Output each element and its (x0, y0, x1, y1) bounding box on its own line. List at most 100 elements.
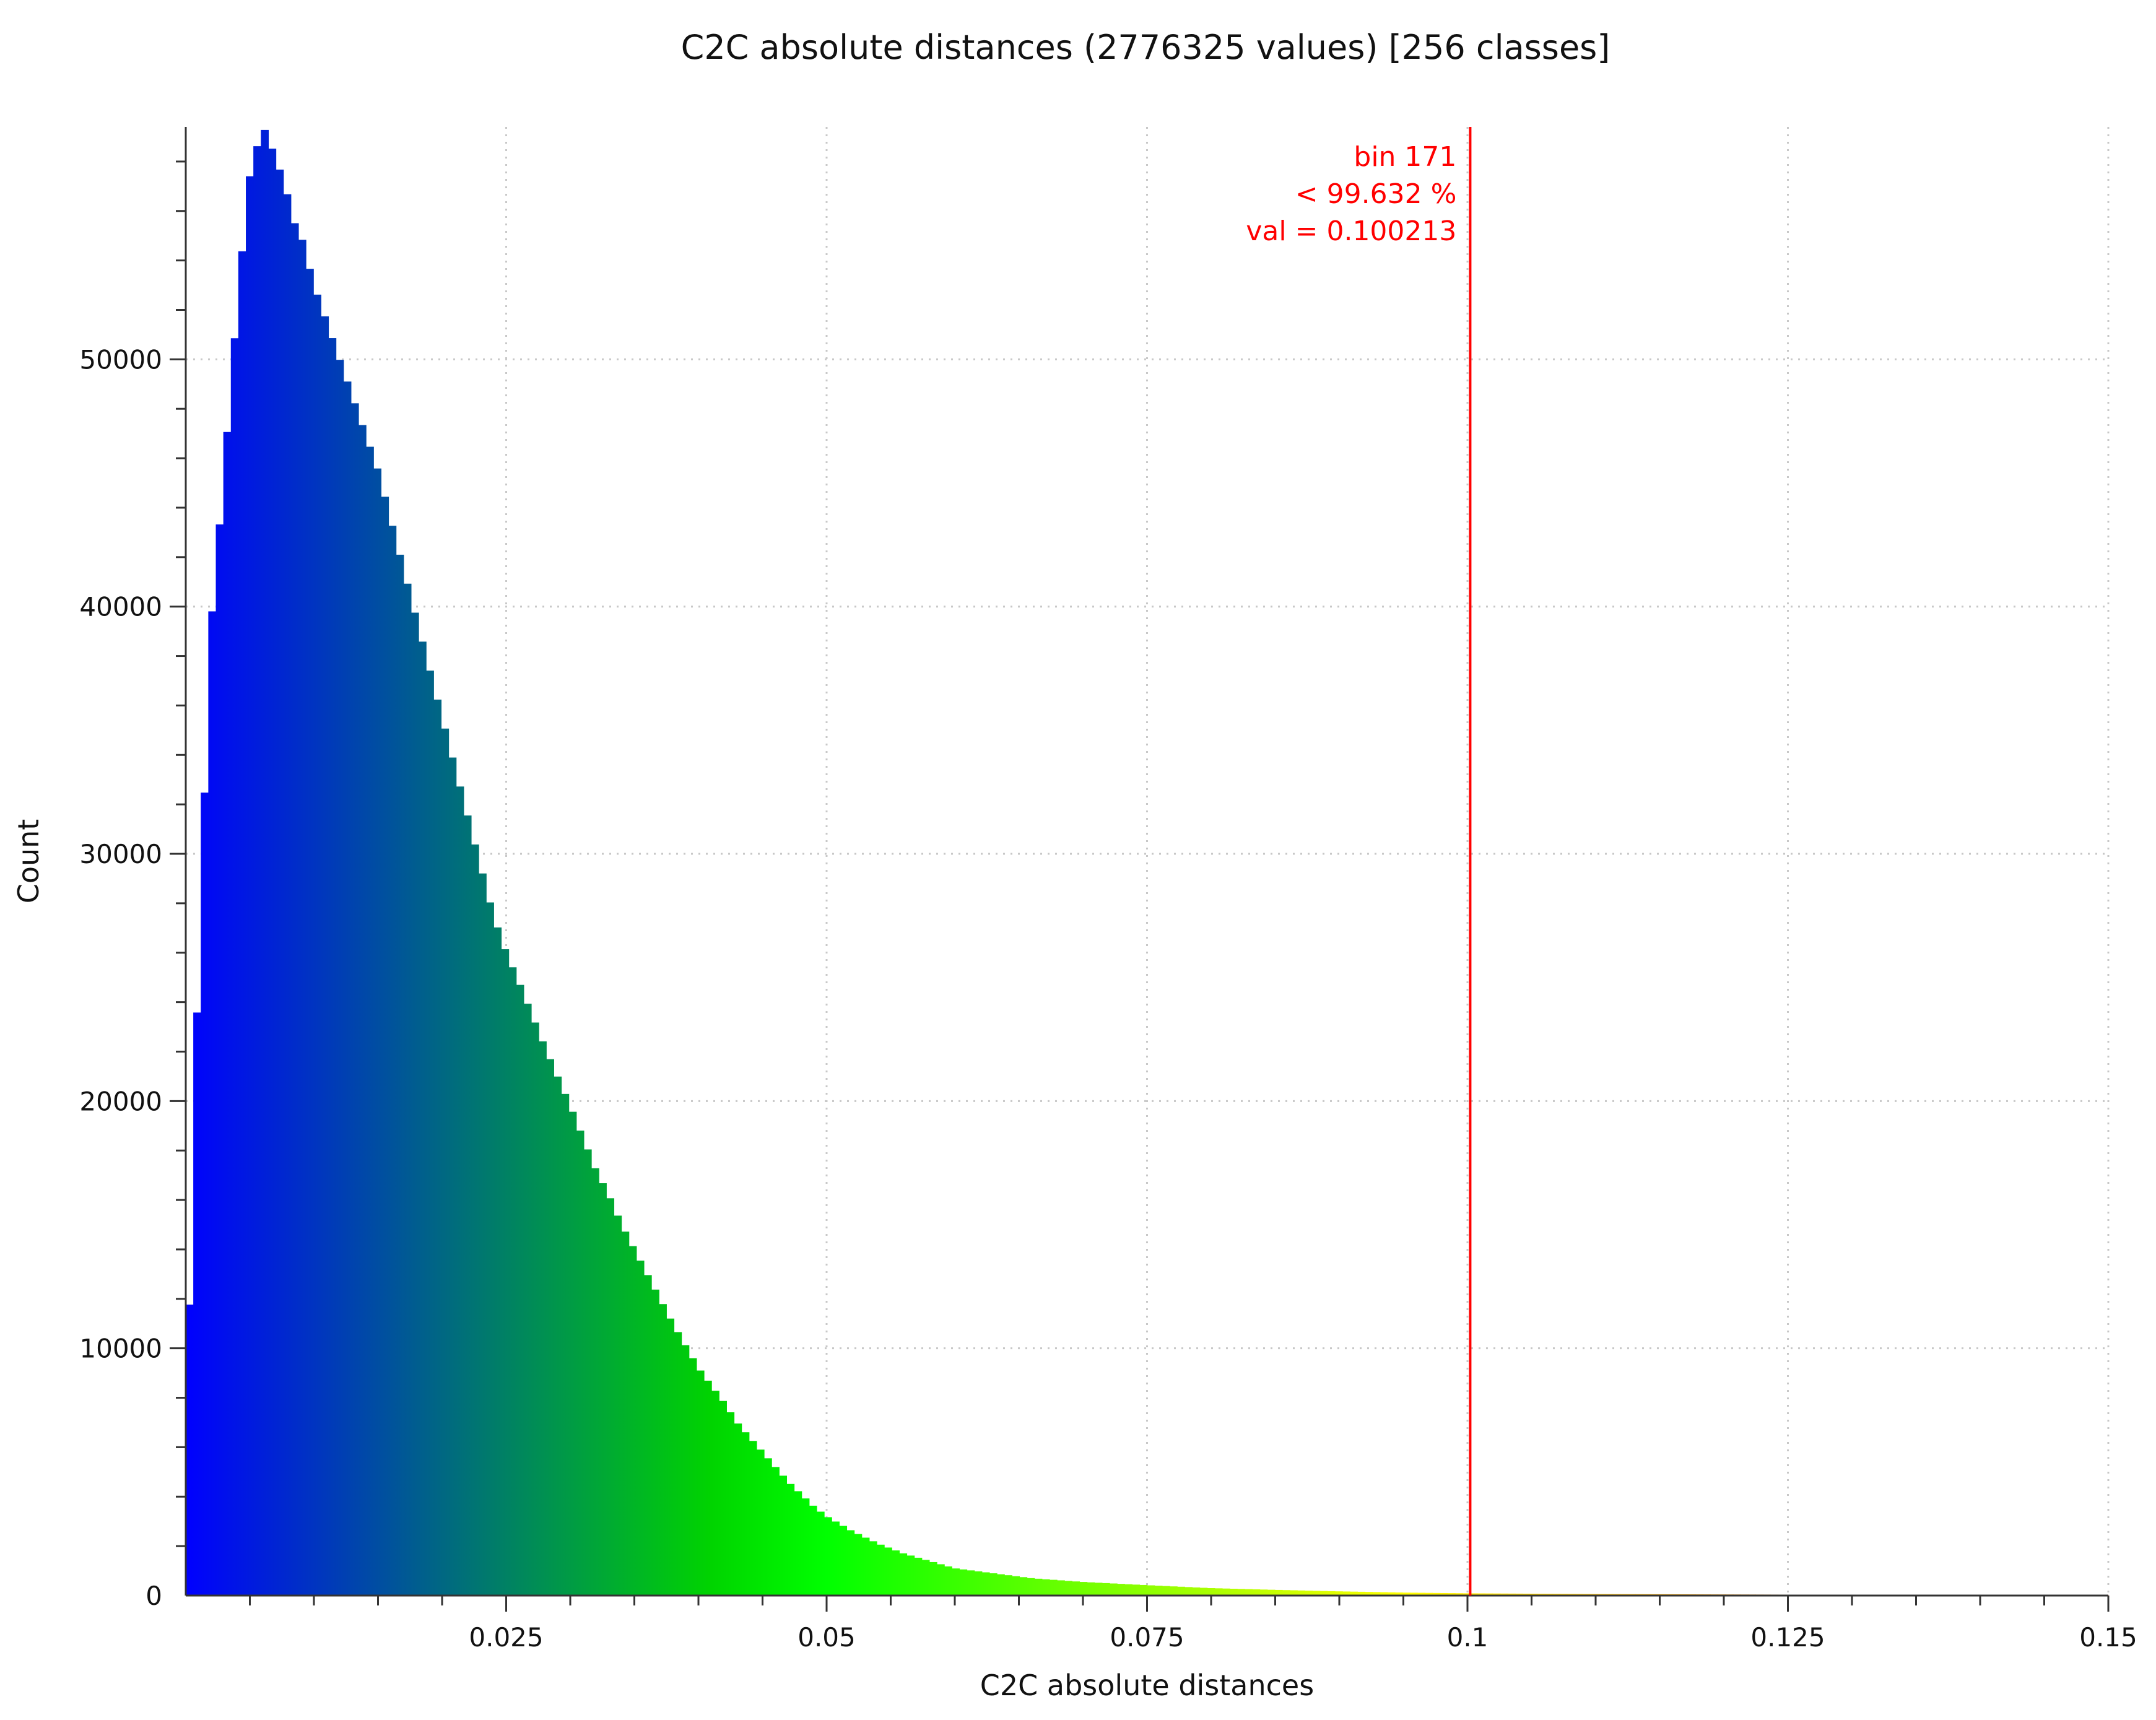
histogram-bar (854, 1534, 863, 1596)
histogram-bar (479, 874, 487, 1596)
histogram-bar (967, 1570, 975, 1596)
histogram-bar (351, 403, 359, 1596)
histogram-bar (846, 1531, 854, 1596)
histogram-bar (554, 1077, 562, 1596)
histogram-bar (794, 1491, 802, 1596)
threshold-label: val = 0.100213 (1246, 215, 1456, 247)
histogram-bar (1019, 1577, 1027, 1596)
histogram-bar (1012, 1576, 1020, 1596)
histogram-bar (869, 1541, 877, 1596)
histogram-bar (298, 240, 306, 1596)
histogram-bar (1102, 1583, 1110, 1596)
histogram-bar (411, 613, 419, 1596)
histogram-bar (471, 845, 479, 1596)
histogram-bar (426, 671, 434, 1596)
histogram-bar (336, 360, 344, 1596)
threshold-label: bin 171 (1354, 141, 1456, 173)
histogram-bar (501, 949, 509, 1596)
x-tick-label: 0.1 (1447, 1622, 1489, 1653)
histogram-bar (1087, 1583, 1095, 1596)
threshold-marker: bin 171< 99.632 %val = 0.100213 (1246, 127, 1470, 1596)
histogram-bar (284, 194, 292, 1596)
histogram-bar (186, 1305, 194, 1596)
histogram-bar (433, 700, 441, 1596)
histogram-bar (682, 1345, 690, 1596)
histogram-bar (1057, 1580, 1065, 1596)
histogram-bar (208, 611, 216, 1596)
histogram-bar (1192, 1588, 1200, 1596)
histogram-bar (1117, 1584, 1125, 1596)
histogram-bar (246, 176, 254, 1596)
histogram-bar (944, 1566, 952, 1596)
histogram-bar (1072, 1581, 1080, 1596)
histogram-bar (757, 1449, 765, 1596)
x-axis-label: C2C absolute distances (980, 1669, 1314, 1702)
histogram-bar (719, 1401, 727, 1596)
histogram-bar (1050, 1580, 1058, 1596)
histogram-bar (899, 1553, 907, 1596)
histogram-bar (404, 584, 412, 1596)
histogram-bar (1222, 1589, 1230, 1596)
histogram-bar (396, 555, 404, 1596)
histogram-bar (614, 1215, 622, 1596)
histogram-bar (839, 1526, 847, 1596)
histogram-bar (569, 1112, 577, 1596)
histogram-bar (982, 1572, 990, 1596)
histogram-bar (622, 1231, 630, 1596)
histogram-bar (464, 815, 472, 1596)
histogram-bar (562, 1094, 570, 1596)
y-tick-label: 0 (146, 1581, 162, 1611)
y-axis-label: Count (12, 819, 45, 904)
histogram-bar (373, 469, 381, 1596)
histogram-bar (734, 1423, 742, 1596)
histogram-bar (1215, 1588, 1223, 1596)
x-tick-label: 0.05 (798, 1622, 856, 1653)
histogram-bar (1177, 1587, 1185, 1596)
histogram-bar (892, 1550, 900, 1596)
histogram-bar (1079, 1582, 1087, 1596)
histogram-bar (726, 1412, 734, 1596)
histogram-bar (201, 793, 209, 1596)
histogram-bar (216, 524, 224, 1596)
histogram-bar (764, 1458, 772, 1596)
histogram-bar (772, 1467, 780, 1596)
histogram-bar (1245, 1589, 1253, 1596)
histogram-bar (922, 1560, 930, 1596)
histogram-bar (704, 1381, 712, 1596)
histogram-bar (929, 1562, 937, 1596)
y-tick-label: 50000 (79, 344, 162, 375)
histogram-bar (1207, 1588, 1215, 1596)
histogram-bar (231, 338, 239, 1596)
histogram-bar (832, 1521, 840, 1596)
histogram-bar (1140, 1585, 1148, 1596)
histogram-bar (959, 1570, 967, 1596)
histogram-bar (1042, 1579, 1050, 1596)
histogram-bar (366, 447, 374, 1596)
histogram-bar (975, 1571, 983, 1596)
histogram-bar (224, 432, 232, 1596)
histogram-bar (666, 1319, 674, 1596)
histogram-bar (606, 1198, 614, 1596)
histogram-bar (238, 251, 246, 1596)
histogram-bar (456, 786, 464, 1596)
histogram-bar (509, 967, 517, 1596)
histogram-bar (591, 1168, 599, 1596)
histogram-bar (441, 729, 449, 1596)
histogram-bar (359, 425, 367, 1596)
histogram-bar (1027, 1578, 1035, 1596)
histogram-bar (389, 526, 397, 1596)
x-tick-label: 0.15 (2079, 1622, 2137, 1653)
histogram-bar (1124, 1584, 1132, 1596)
histogram-bar (711, 1391, 719, 1596)
histogram-bar (306, 269, 314, 1596)
histogram-bar (644, 1275, 652, 1596)
histogram-bar (1147, 1586, 1155, 1596)
histogram-bar (291, 223, 299, 1596)
histogram-bar (862, 1537, 870, 1596)
histogram-bar (313, 295, 321, 1596)
histogram-bar (419, 641, 427, 1596)
histogram-bar (599, 1183, 607, 1596)
histogram-bar (268, 149, 276, 1596)
histogram-bar (952, 1568, 960, 1596)
histogram-bar (629, 1246, 637, 1596)
